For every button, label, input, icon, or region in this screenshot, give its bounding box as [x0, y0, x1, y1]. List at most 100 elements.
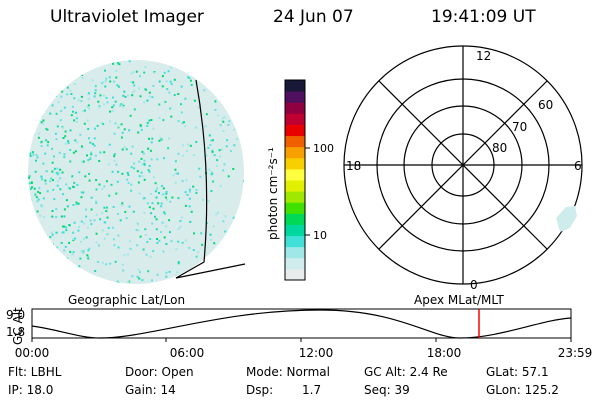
colorbar-band — [285, 91, 305, 103]
speckle — [62, 193, 64, 196]
speckle — [161, 185, 164, 187]
speckle — [167, 70, 170, 73]
speckle — [143, 211, 146, 214]
speckle — [197, 251, 200, 253]
speckle — [170, 66, 173, 69]
speckle — [148, 137, 150, 140]
speckle — [225, 263, 227, 266]
speckle — [47, 141, 50, 144]
speckle — [85, 236, 88, 239]
speckle — [80, 196, 83, 199]
speckle — [87, 249, 90, 252]
speckle — [160, 205, 163, 208]
speckle — [222, 220, 225, 223]
speckle — [147, 270, 150, 273]
mlat-label-70: 70 — [512, 120, 527, 134]
speckle — [154, 190, 157, 193]
speckle — [74, 111, 77, 114]
speckle — [105, 80, 107, 82]
speckle — [163, 71, 166, 74]
speckle — [137, 229, 140, 232]
speckle — [88, 247, 91, 250]
speckle — [28, 266, 30, 269]
speckle — [208, 168, 211, 171]
speckle — [93, 144, 96, 147]
speckle — [143, 197, 146, 199]
speckle — [35, 159, 37, 162]
speckle — [50, 86, 53, 89]
speckle — [212, 180, 215, 183]
speckle — [168, 91, 171, 94]
speckle — [81, 146, 84, 149]
speckle — [73, 75, 76, 77]
colorbar-band — [285, 146, 305, 159]
speckle — [70, 61, 73, 64]
speckle — [209, 144, 212, 146]
speckle — [180, 216, 183, 219]
speckle — [148, 91, 151, 94]
speckle — [126, 178, 129, 181]
speckle — [55, 231, 58, 234]
speckle — [214, 79, 217, 82]
speckle — [161, 85, 164, 88]
speckle — [72, 251, 75, 254]
speckle — [69, 187, 71, 190]
speckle — [122, 105, 125, 108]
speckle — [78, 226, 80, 228]
speckle — [97, 100, 100, 103]
speckle — [98, 183, 101, 186]
speckle — [113, 244, 116, 247]
speckle — [71, 105, 74, 108]
speckle — [146, 241, 149, 243]
speckle — [138, 160, 141, 163]
speckle — [211, 139, 214, 142]
speckle — [73, 76, 76, 79]
speckle — [72, 231, 75, 234]
speckle — [51, 104, 54, 107]
info-flt: Flt: LBHL — [8, 365, 62, 379]
speckle — [33, 252, 36, 255]
speckle — [157, 202, 160, 205]
speckle — [170, 82, 173, 85]
speckle — [212, 225, 215, 228]
speckle — [173, 78, 176, 81]
speckle — [80, 160, 83, 163]
speckle — [75, 63, 78, 66]
speckle — [33, 187, 36, 190]
speckle — [186, 193, 189, 196]
speckle — [32, 240, 34, 243]
speckle — [78, 171, 81, 174]
speckle — [139, 235, 142, 238]
speckle — [45, 127, 48, 130]
speckle — [140, 128, 143, 131]
speckle — [32, 261, 35, 264]
speckle — [62, 225, 65, 228]
speckle — [209, 85, 212, 87]
speckle — [51, 147, 54, 150]
speckle — [112, 96, 114, 99]
speckle — [182, 154, 185, 157]
x-label-0600: 06:00 — [170, 346, 205, 360]
speckle — [95, 188, 98, 191]
speckle — [143, 164, 146, 166]
speckle — [121, 148, 124, 151]
speckle — [71, 175, 74, 178]
speckle — [45, 94, 48, 96]
altitude-curve — [31, 309, 572, 339]
speckle — [38, 266, 41, 269]
speckle — [146, 99, 149, 102]
speckle — [60, 215, 63, 218]
speckle — [35, 248, 38, 251]
speckle — [31, 151, 34, 154]
speckle — [219, 155, 222, 158]
speckle — [169, 200, 172, 203]
speckle — [87, 104, 90, 107]
speckle — [144, 88, 147, 91]
speckle — [53, 259, 56, 262]
colorbar-band — [285, 246, 305, 259]
speckle — [204, 71, 206, 74]
speckle — [139, 75, 141, 78]
speckle — [123, 254, 126, 257]
speckle — [132, 71, 135, 74]
colorbar: 100 10 photon cm⁻²s⁻¹ — [266, 79, 334, 281]
